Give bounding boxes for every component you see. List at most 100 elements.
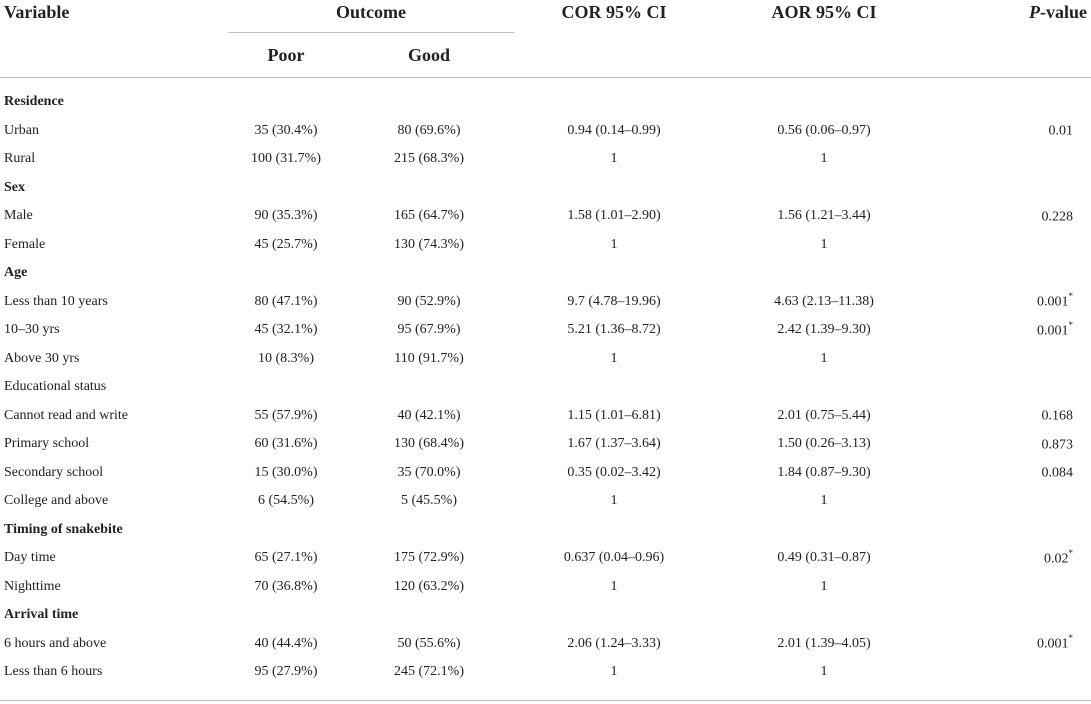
cell-cor-text: 0.35 (0.02–3.42) [567, 464, 661, 480]
header-cor: COR 95% CI [561, 2, 667, 22]
cell-p-value: 0.001* [934, 288, 1091, 317]
cell-aor-text: 0.56 (0.06–0.97) [777, 122, 871, 138]
cell-cor: 1 [514, 487, 714, 516]
cell-good [344, 259, 514, 288]
cell-variable-text: Residence [4, 94, 64, 110]
group-header-row: Sex [0, 174, 1091, 203]
cell-variable: College and above [0, 487, 228, 516]
cell-p-value [934, 487, 1091, 516]
cell-variable-text: Urban [4, 122, 39, 138]
bottom-rule [0, 700, 1091, 701]
cell-variable-text: Above 30 yrs [4, 350, 80, 366]
cell-poor [228, 259, 344, 288]
cell-good: 40 (42.1%) [344, 402, 514, 431]
table-row: Rural 100 (31.7%) 215 (68.3%) 1 1 [0, 145, 1091, 174]
cell-variable: 10–30 yrs [0, 316, 228, 345]
significance-mark: * [1068, 633, 1074, 644]
table-row: Male 90 (35.3%) 165 (64.7%) 1.58 (1.01–2.90… [0, 202, 1091, 231]
header-row-2: Poor Good [0, 33, 1091, 78]
cell-aor-text: 1 [820, 350, 828, 366]
cell-aor [714, 601, 934, 630]
cell-aor [714, 516, 934, 545]
cell-aor: 1 [714, 487, 934, 516]
cell-aor [714, 373, 934, 402]
cell-p-value-text: 0.084 [1041, 466, 1074, 482]
cell-variable: Day time [0, 544, 228, 573]
cell-aor: 0.56 (0.06–0.97) [714, 117, 934, 146]
cell-cor-text: 9.7 (4.78–19.96) [567, 293, 661, 309]
cell-cor-text: 1 [610, 664, 618, 680]
cell-p-value [934, 373, 1091, 402]
cell-variable-text: Rural [4, 151, 36, 167]
table-row: Day time 65 (27.1%) 175 (72.9%) 0.637 (0.04… [0, 544, 1091, 573]
cell-variable-text: College and above [4, 493, 109, 509]
cell-variable-text: Age [4, 265, 28, 281]
cell-good: 90 (52.9%) [344, 288, 514, 317]
cell-aor-text: 1 [820, 236, 828, 252]
cell-aor-text: 0.49 (0.31–0.87) [777, 550, 871, 566]
cell-good: 110 (91.7%) [344, 345, 514, 374]
cell-good: 215 (68.3%) [344, 145, 514, 174]
cell-variable: Secondary school [0, 459, 228, 488]
cell-aor-text: 1.50 (0.26–3.13) [777, 436, 871, 452]
cell-variable: Urban [0, 117, 228, 146]
cell-aor: 1.56 (1.21–3.44) [714, 202, 934, 231]
cell-good: 175 (72.9%) [344, 544, 514, 573]
cell-poor: 15 (30.0%) [228, 459, 344, 488]
cell-poor-text: 40 (44.4%) [254, 635, 318, 651]
cell-variable: Residence [0, 88, 228, 117]
cell-variable: Female [0, 231, 228, 260]
cell-good: 120 (63.2%) [344, 573, 514, 602]
significance-mark: * [1068, 291, 1074, 302]
cell-poor-text: 45 (25.7%) [254, 236, 318, 252]
cell-aor: 2.01 (1.39–4.05) [714, 630, 934, 659]
cell-variable: Less than 6 hours [0, 658, 228, 687]
cell-variable-text: Cannot read and write [4, 407, 129, 423]
cell-good: 5 (45.5%) [344, 487, 514, 516]
table-row: Educational status [0, 373, 1091, 402]
cell-aor [714, 259, 934, 288]
cell-aor-text: 1 [820, 664, 828, 680]
group-header-row: Arrival time [0, 601, 1091, 630]
cell-cor-text: 1 [610, 493, 618, 509]
cell-aor: 1 [714, 658, 934, 687]
cell-good [344, 601, 514, 630]
cell-variable: Primary school [0, 430, 228, 459]
cell-good-text: 50 (55.6%) [397, 635, 461, 651]
cell-good [344, 516, 514, 545]
cell-good [344, 88, 514, 117]
cell-p-value-text: 0.873 [1041, 437, 1074, 453]
cell-good: 165 (64.7%) [344, 202, 514, 231]
cell-poor-text: 70 (36.8%) [254, 578, 318, 594]
cell-cor-text: 1.67 (1.37–3.64) [567, 436, 661, 452]
cell-poor: 6 (54.5%) [228, 487, 344, 516]
results-table: Variable Outcome COR 95% CI AOR 95% CI P… [0, 0, 1091, 687]
cell-good: 80 (69.6%) [344, 117, 514, 146]
cell-aor-text: 4.63 (2.13–11.38) [774, 293, 874, 309]
header-good: Good [408, 44, 451, 65]
cell-poor: 95 (27.9%) [228, 658, 344, 687]
cell-p-value: 0.168 [934, 402, 1091, 431]
cell-cor [514, 174, 714, 203]
cell-poor-text: 100 (31.7%) [251, 151, 321, 167]
cell-cor: 1 [514, 231, 714, 260]
table-body: Residence Urban 35 (30.4%) 80 (69.6%) 0.94 (… [0, 78, 1091, 687]
cell-aor: 1 [714, 573, 934, 602]
cell-p-value [934, 174, 1091, 203]
cell-poor: 90 (35.3%) [228, 202, 344, 231]
cell-cor: 0.35 (0.02–3.42) [514, 459, 714, 488]
cell-cor-text: 5.21 (1.36–8.72) [567, 322, 661, 338]
cell-cor-text: 0.94 (0.14–0.99) [567, 122, 661, 138]
cell-good-text: 165 (64.7%) [394, 208, 464, 224]
cell-cor [514, 259, 714, 288]
cell-variable-text: Day time [4, 550, 56, 566]
cell-p-value [934, 573, 1091, 602]
cell-cor [514, 373, 714, 402]
cell-p-value [934, 658, 1091, 687]
cell-cor: 1.15 (1.01–6.81) [514, 402, 714, 431]
table-row: 10–30 yrs 45 (32.1%) 95 (67.9%) 5.21 (1.36–… [0, 316, 1091, 345]
cell-good-text: 130 (68.4%) [394, 436, 464, 452]
cell-p-value-text: 0.01 [1048, 124, 1074, 140]
table-row: Female 45 (25.7%) 130 (74.3%) 1 1 [0, 231, 1091, 260]
